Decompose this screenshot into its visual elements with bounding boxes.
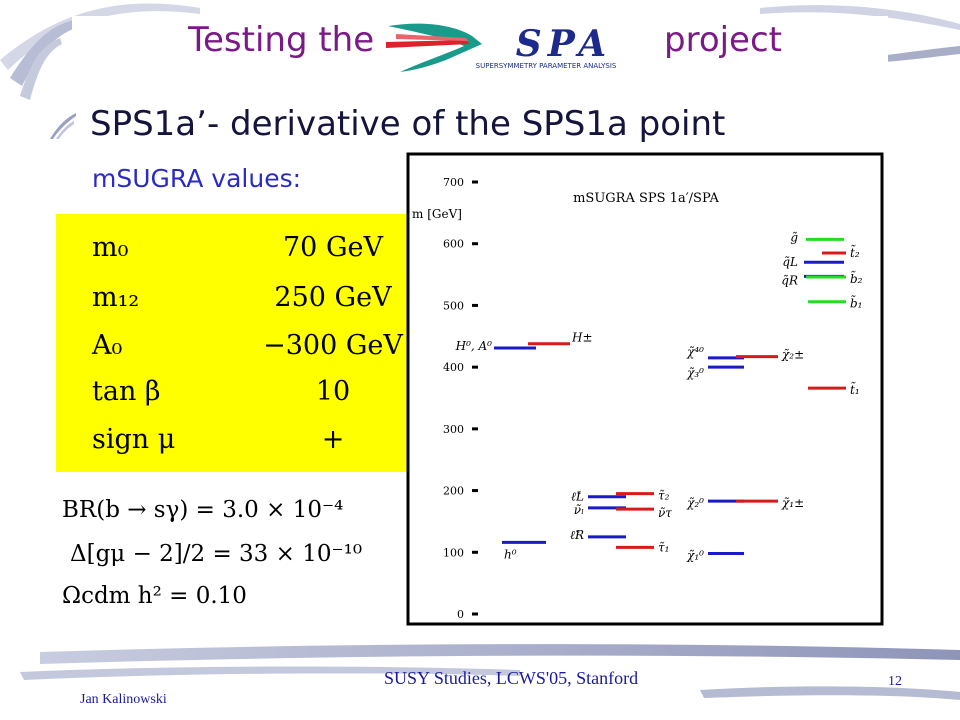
param-value: +	[321, 424, 345, 455]
param-name: sign μ	[92, 424, 176, 455]
mass-label-higgs: h⁰	[504, 547, 517, 561]
mass-label-sleptons: ℓ̃R	[570, 528, 584, 542]
y-tick-label: 400	[443, 361, 464, 374]
mass-label-sleptons: τ̃₁	[658, 540, 669, 554]
title-left: Testing the	[188, 20, 375, 60]
y-axis-label: m [GeV]	[412, 207, 462, 221]
y-tick-label: 600	[443, 238, 464, 251]
param-name: A₀	[92, 330, 123, 361]
mass-label-sleptons: ν̃τ	[658, 506, 672, 520]
param-value: 10	[315, 376, 351, 407]
bullet-icon	[50, 113, 76, 139]
parameter-box: m₀ 70 GeV m₁₂ 250 GeV A₀ −300 GeV tan β …	[56, 214, 408, 472]
mass-label-squarks: q̃R	[781, 273, 798, 287]
footer-author: Jan Kalinowski	[80, 692, 167, 707]
param-name: m₁₂	[92, 282, 140, 313]
logo-text: SPA	[516, 23, 612, 65]
mass-label-sleptons: τ̃₂	[658, 489, 670, 503]
mass-label-gauginos: χ̃₁±	[781, 496, 804, 510]
title-right: project	[664, 20, 783, 60]
bullet-text: SPS1a’- derivative of the SPS1a point	[90, 104, 726, 144]
y-tick-label: 100	[443, 546, 464, 559]
mass-label-sleptons: ℓ̃L	[571, 490, 584, 504]
page-number: 12	[888, 674, 902, 689]
mass-label-gauginos: χ̃₂±	[781, 348, 804, 362]
title-bar	[72, 16, 888, 64]
param-value: −300 GeV	[263, 330, 403, 361]
y-tick-label: 200	[443, 485, 464, 498]
logo-subtext: SUPERSYMMETRY PARAMETER ANALYSIS	[476, 62, 617, 70]
observable-line: Ωcdm h² = 0.10	[62, 583, 247, 609]
spa-logo: SPA SUPERSYMMETRY PARAMETER ANALYSIS	[386, 23, 617, 72]
observable-line: Δ[gμ − 2]/2 = 33 × 10⁻¹⁰	[70, 541, 363, 567]
mass-label-higgs: H⁰, A⁰	[455, 339, 493, 353]
mass-label-gauginos: χ̃⁴⁰	[686, 345, 704, 359]
param-name: m₀	[92, 232, 129, 263]
param-row: m₀ 70 GeV	[56, 232, 408, 280]
mass-label-squarks: b̃₁	[850, 295, 863, 311]
y-tick-label: 300	[443, 423, 464, 436]
y-tick-label: 500	[443, 299, 464, 312]
y-tick-label: 0	[457, 608, 464, 621]
mass-label-gauginos: χ̃₁⁰	[686, 549, 704, 563]
mass-label-gauginos: χ̃₃⁰	[686, 366, 704, 380]
mass-label-squarks: g̃	[790, 230, 798, 244]
mass-label-sleptons: ν̃ₗ	[574, 503, 584, 517]
chart-title: mSUGRA SPS 1a′/SPA	[573, 191, 719, 206]
mass-label-higgs: H±	[571, 331, 593, 345]
mass-label-squarks: b̃₂	[850, 270, 863, 286]
mass-spectrum-chart: 0 100 200 300 400 500 600 700 m [GeV] mSUGRA SPS …	[406, 152, 884, 626]
mass-label-squarks: t̃₂	[850, 244, 860, 260]
param-row: m₁₂ 250 GeV	[56, 282, 408, 330]
param-row: sign μ +	[56, 424, 408, 472]
sub-label: mSUGRA values:	[92, 164, 302, 193]
param-row: A₀ −300 GeV	[56, 330, 408, 378]
param-row: tan β 10	[56, 376, 408, 424]
mass-label-gauginos: χ̃₂⁰	[686, 496, 704, 510]
mass-label-squarks: t̃₁	[850, 382, 860, 398]
chart-frame	[406, 152, 884, 626]
param-name: tan β	[92, 376, 161, 407]
param-value: 70 GeV	[283, 232, 383, 263]
param-value: 250 GeV	[274, 282, 392, 313]
observables-box: BR(b → sγ) = 3.0 × 10⁻⁴ Δ[gμ − 2]/2 = 33…	[48, 487, 388, 632]
observable-line: BR(b → sγ) = 3.0 × 10⁻⁴	[62, 497, 344, 523]
mass-label-squarks: q̃L	[782, 255, 798, 269]
y-tick-label: 700	[443, 176, 464, 189]
footer-conference: SUSY Studies, LCWS'05, Stanford	[384, 668, 639, 688]
